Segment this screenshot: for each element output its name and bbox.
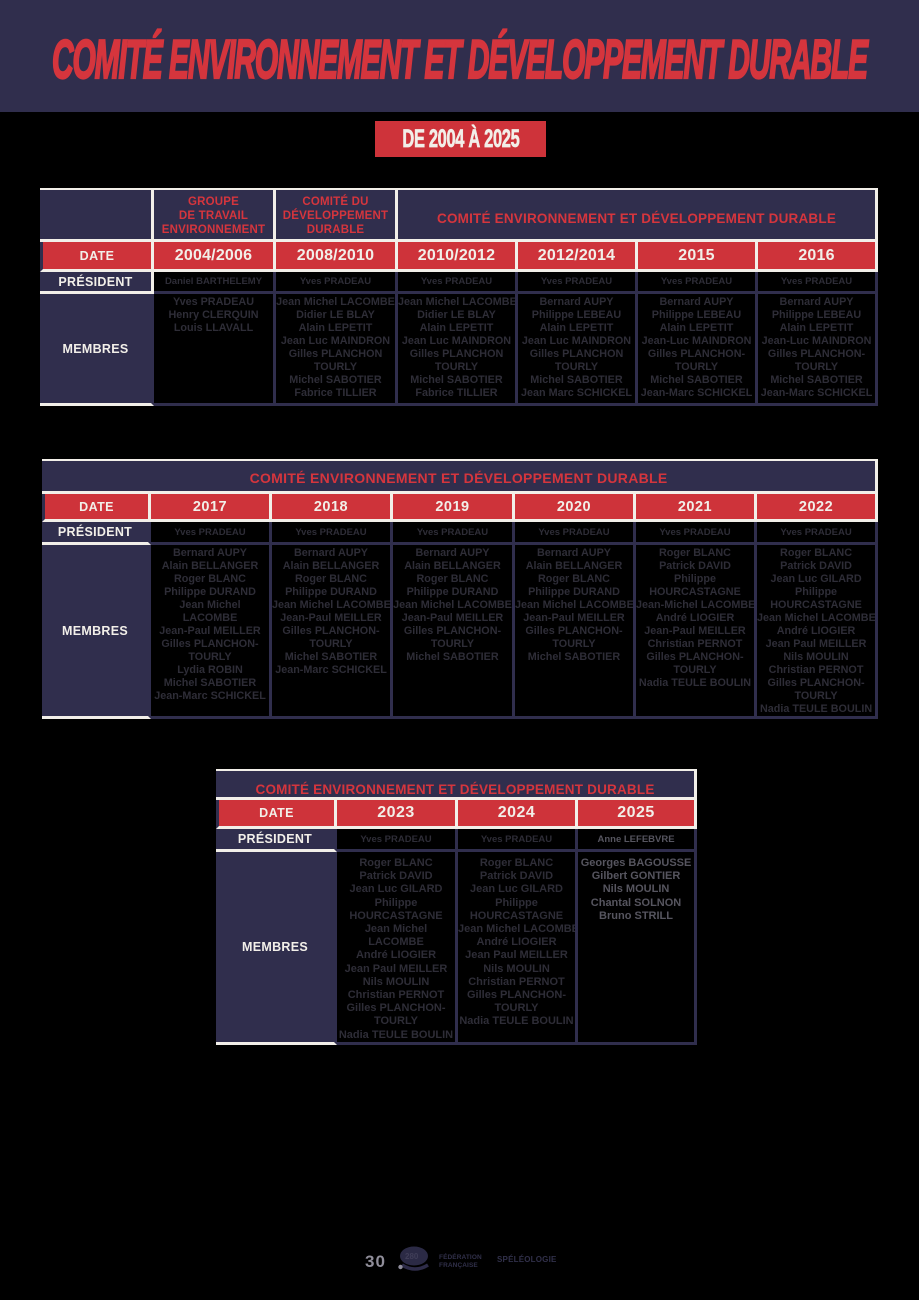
svg-text:280: 280	[405, 1252, 419, 1261]
